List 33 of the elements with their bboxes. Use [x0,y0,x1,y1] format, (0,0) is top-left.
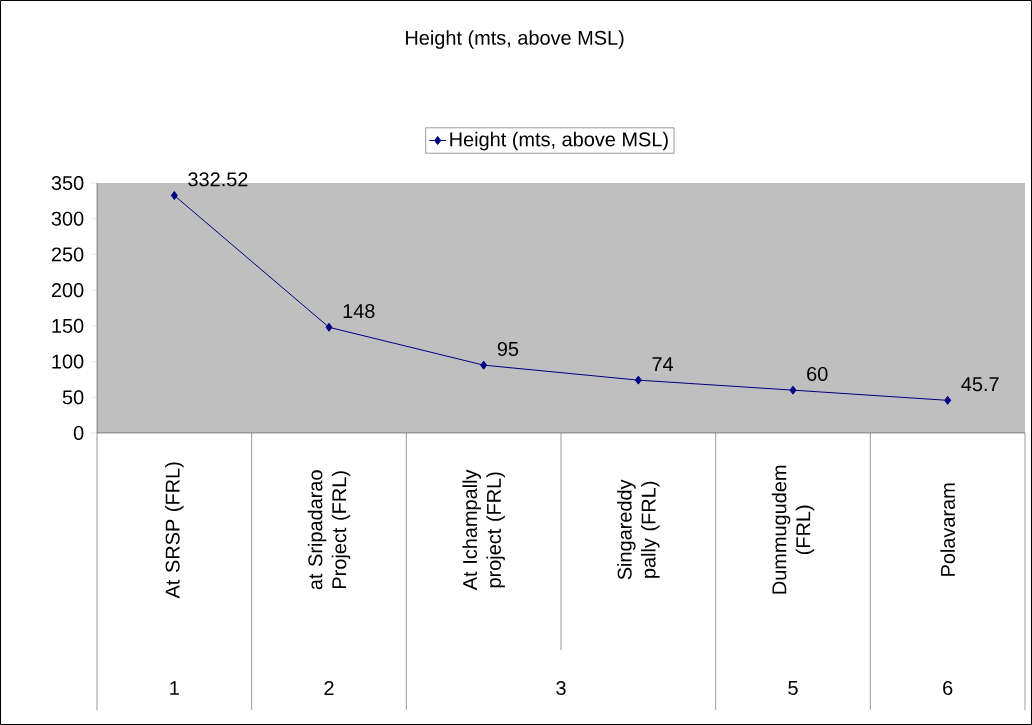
data-label: 74 [652,357,674,371]
data-label: 148 [343,304,375,319]
x-tick-label: At SRSP (FRL) [165,462,184,599]
text: 1 [170,681,179,695]
y-tick-label: 0 [73,425,84,441]
point [944,395,952,405]
x-tick-label: Dummugudem (FRL) [771,465,815,594]
x-tick-label: Singareddy pally (FRL) [617,479,660,580]
data-label: 45.7 [961,377,999,392]
data-label: 95 [497,341,519,356]
x-tick-label: Polavaram [940,483,955,576]
text: 2 [324,681,334,695]
text: 3 [556,680,566,696]
point [325,322,333,332]
chart-title: Height (mts, above MSL) [406,30,624,49]
y-tick-label: 250 [51,247,84,262]
y-tick-label: 350 [51,175,84,191]
x-tick-label: at Sripadarao Project (FRL) [307,470,351,590]
point [634,375,642,385]
y-tick-label: 200 [51,283,84,298]
data-label: 60 [807,366,828,381]
y-tick-label: 300 [51,211,84,226]
y-tick-label: 100 [52,354,84,369]
y-tick-label: 50 [62,390,84,405]
point [170,190,178,200]
point [789,385,797,395]
point [480,360,488,370]
legend-label: Height (mts, above MSL) [450,131,668,151]
x-tick-label: At Ichampally project (FRL) [462,469,505,591]
text: 6 [943,680,953,696]
y-tick-label: 150 [52,318,84,333]
text: 5 [788,681,798,695]
data-label: 332.52 [188,172,248,187]
